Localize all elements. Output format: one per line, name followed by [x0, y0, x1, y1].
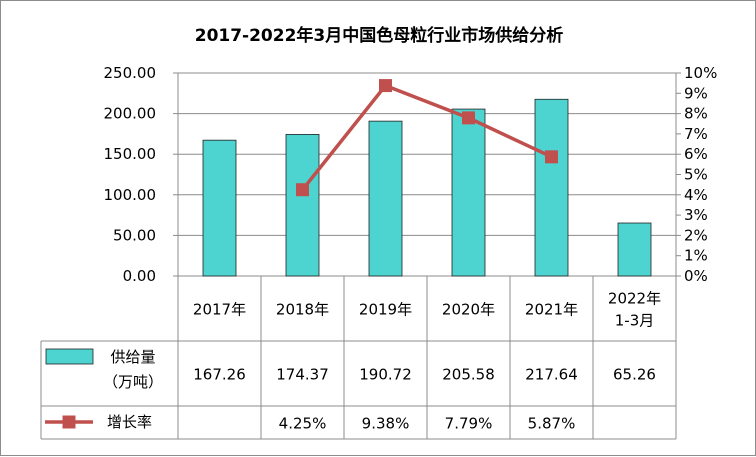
legend-line-label: 增长率 [107, 413, 152, 431]
legend-line-marker [62, 415, 76, 429]
y-right-tick-label: 0% [684, 267, 708, 285]
bar [617, 222, 652, 277]
y-left-tick-label: 50.00 [113, 226, 156, 244]
growth-point [379, 79, 392, 93]
growth-point [545, 150, 558, 164]
bar-value-label: 205.58 [442, 366, 495, 384]
bar-value-label: 174.37 [276, 366, 329, 384]
legend-bar-swatch [45, 348, 94, 365]
y-right-tick-label: 4% [684, 186, 708, 204]
y-right-tick-label: 1% [684, 247, 708, 265]
category-label: 2018年 [276, 301, 329, 319]
bar [534, 98, 569, 277]
y-left-tick-label: 250.00 [104, 64, 157, 82]
legend-bar-label: （万吨） [103, 373, 163, 391]
y-left-tick-label: 200.00 [104, 105, 157, 123]
growth-value-label: 7.79% [445, 415, 493, 433]
y-left-tick-label: 0.00 [123, 267, 156, 285]
growth-point [462, 111, 475, 125]
growth-value-label: 5.87% [528, 415, 576, 433]
y-right-tick-label: 5% [684, 166, 708, 184]
bar [202, 139, 237, 277]
growth-value-label: 4.25% [279, 415, 327, 433]
y-right-tick-label: 2% [684, 226, 708, 244]
category-label: 2022年 [608, 290, 661, 308]
category-label: 1-3月 [615, 312, 655, 330]
bar [285, 134, 320, 277]
growth-point [296, 183, 309, 197]
y-right-tick-label: 7% [684, 125, 708, 143]
category-label: 2020年 [442, 301, 495, 319]
chart-title: 2017-2022年3月中国色母粒行业市场供给分析 [194, 26, 564, 46]
growth-line [301, 83, 553, 191]
y-right-tick-label: 9% [684, 84, 708, 102]
y-left-tick-label: 100.00 [104, 186, 157, 204]
growth-value-label: 9.38% [362, 415, 410, 433]
y-left-tick-label: 150.00 [104, 145, 157, 163]
category-label: 2017年 [193, 301, 246, 319]
category-label: 2019年 [359, 301, 412, 319]
y-right-tick-label: 3% [684, 206, 708, 224]
y-right-tick-label: 10% [684, 64, 717, 82]
y-right-tick-label: 6% [684, 145, 708, 163]
bar [368, 120, 403, 277]
legend-bar-label: 供给量 [110, 348, 155, 366]
y-right-tick-label: 8% [684, 105, 708, 123]
bar-value-label: 167.26 [193, 366, 246, 384]
bar-value-label: 190.72 [359, 366, 412, 384]
bar [451, 108, 486, 277]
bar-value-label: 65.26 [613, 366, 656, 384]
bar-value-label: 217.64 [525, 366, 578, 384]
category-label: 2021年 [525, 301, 578, 319]
